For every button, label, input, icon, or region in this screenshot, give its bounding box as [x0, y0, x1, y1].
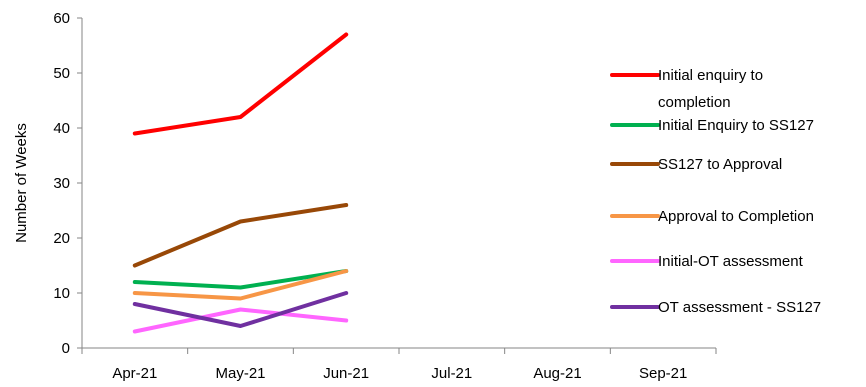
series-line-4: [132, 269, 349, 301]
legend-item-6: OT assessment - SS127: [610, 299, 821, 316]
series-line-6: [132, 291, 349, 328]
y-tick-label: 30: [53, 175, 70, 192]
legend-label: Initial enquiry to: [658, 67, 763, 84]
series-line-2: [132, 269, 349, 290]
x-tick-label: Aug-21: [533, 365, 581, 382]
y-tick-label: 50: [53, 65, 70, 82]
series-line-1: [132, 32, 349, 136]
legend-item-5: Initial-OT assessment: [610, 253, 804, 270]
legend-item-4: Approval to Completion: [610, 208, 814, 225]
series-line-3: [132, 203, 349, 268]
x-tick-label: Jul-21: [431, 365, 472, 382]
x-axis-ticks: Apr-21 May-21 Jun-21 Jul-21 Aug-21 Sep-21: [81, 348, 717, 382]
y-tick-label: 10: [53, 285, 70, 302]
y-tick-label: 60: [53, 10, 70, 27]
x-tick-label: Apr-21: [112, 365, 157, 382]
series-layer: [132, 32, 349, 334]
y-axis-ticks: 0 10 20 30 40 50 60: [53, 10, 82, 357]
y-tick-label: 40: [53, 120, 70, 137]
legend-item-3: SS127 to Approval: [610, 156, 782, 173]
y-tick-label: 20: [53, 230, 70, 247]
y-tick-label: 0: [62, 340, 70, 357]
legend-item-2: Initial Enquiry to SS127: [610, 117, 814, 134]
legend-label: OT assessment - SS127: [658, 299, 821, 316]
y-axis-title: Number of Weeks: [13, 123, 30, 243]
legend-label: Initial-OT assessment: [658, 253, 804, 270]
legend: Initial enquiry to completion Initial Enqu…: [610, 67, 821, 316]
series-line-5: [132, 307, 349, 334]
legend-label: SS127 to Approval: [658, 156, 782, 173]
legend-label: Initial Enquiry to SS127: [658, 117, 814, 134]
x-tick-label: Sep-21: [639, 365, 687, 382]
x-tick-label: Jun-21: [323, 365, 369, 382]
legend-label: Approval to Completion: [658, 208, 814, 225]
axes: [81, 18, 716, 349]
legend-item-1: Initial enquiry to completion: [610, 67, 763, 111]
x-tick-label: May-21: [215, 365, 265, 382]
legend-label: completion: [658, 94, 731, 111]
